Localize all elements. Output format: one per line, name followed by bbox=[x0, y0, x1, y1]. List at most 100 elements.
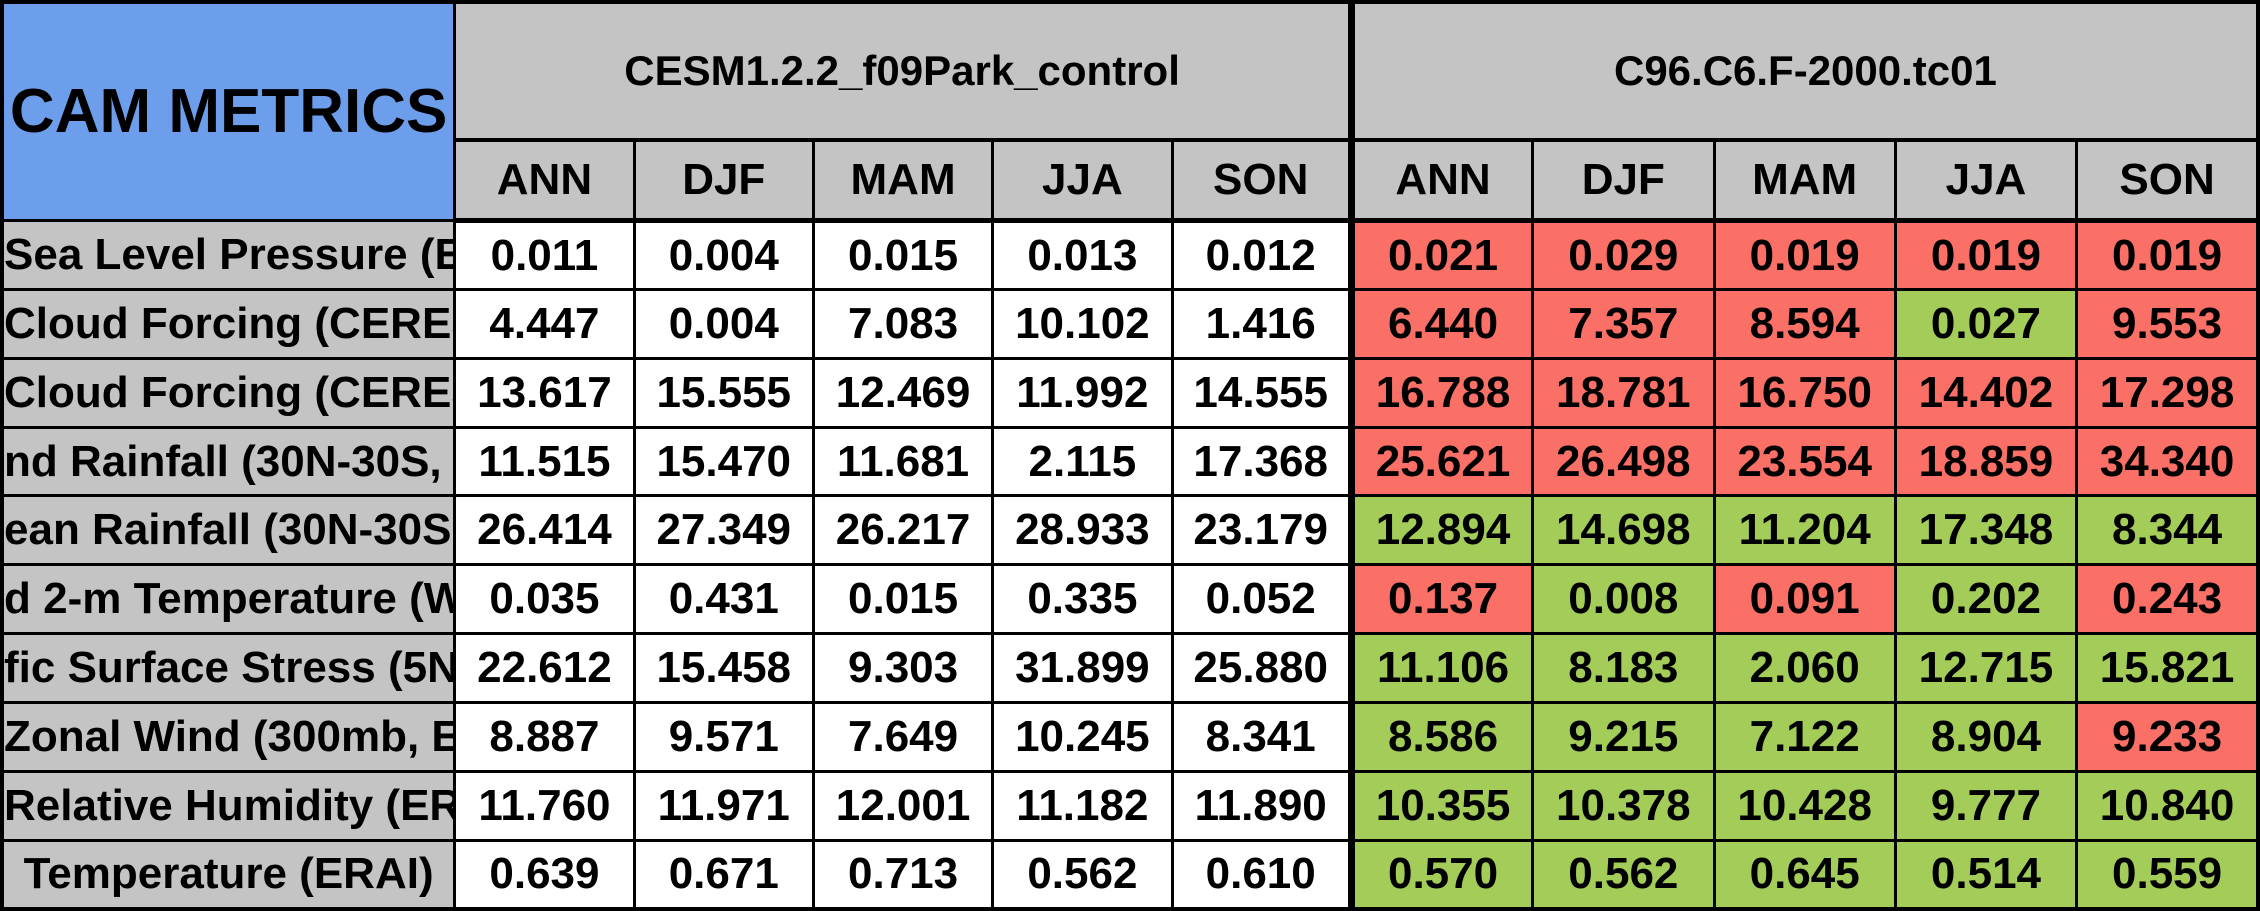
season-header-cell: JJA bbox=[991, 138, 1174, 224]
test-value-cell: 8.586 bbox=[1347, 700, 1535, 773]
control-value-cell: 25.880 bbox=[1170, 632, 1353, 704]
metric-row-label: Zonal Wind (300mb, ERAI) bbox=[0, 700, 457, 773]
test-value-cell: 17.298 bbox=[2075, 356, 2260, 429]
metric-row: d 2-m Temperature (Willm0.0350.4310.0150… bbox=[0, 563, 2260, 636]
control-value-cell: 2.115 bbox=[991, 425, 1174, 498]
metric-row: Temperature (ERAI) 0.639 0.671 0.713 0.562 0.… bbox=[0, 838, 2260, 911]
season-header-cell: MAM bbox=[811, 138, 995, 224]
metric-row-label-text: d 2-m Temperature (Willm bbox=[4, 574, 452, 624]
control-value-cell: 0.004 bbox=[632, 287, 815, 360]
metric-row-label: Cloud Forcing (CERES-EB bbox=[0, 287, 457, 360]
test-value-cell: 0.137 bbox=[1347, 563, 1535, 636]
control-value-cell: 8.887 bbox=[453, 700, 636, 773]
test-value-cell: 12.894 bbox=[1347, 494, 1535, 567]
control-value-cell: 11.182 bbox=[991, 769, 1174, 842]
control-value-cell: 0.713 bbox=[811, 838, 995, 911]
metric-row-label: d 2-m Temperature (Willm bbox=[0, 563, 457, 636]
control-value-cell: 10.102 bbox=[991, 287, 1174, 360]
season-header-row: ANN DJF MAM JJA SON ANN DJF MAM JJA SON bbox=[2, 138, 2260, 224]
metric-row: fic Surface Stress (5N-5S,22.61215.4589.… bbox=[0, 632, 2260, 704]
control-value-cell: 4.447 bbox=[453, 287, 636, 360]
test-value-cell: 17.348 bbox=[1893, 494, 2079, 567]
control-value-cell: 11.971 bbox=[632, 769, 815, 842]
control-value-cell: 15.458 bbox=[632, 632, 815, 704]
control-value-cell: 0.015 bbox=[811, 219, 995, 291]
model-header-row: CAM METRICS CESM1.2.2_f09Park_control C9… bbox=[0, 0, 2260, 223]
test-value-cell: 11.204 bbox=[1712, 494, 1897, 567]
test-value-cell: 0.514 bbox=[1893, 838, 2079, 911]
metric-row: Relative Humidity (ERAI)11.76011.97112.0… bbox=[0, 769, 2260, 842]
test-value-cell: 18.781 bbox=[1531, 356, 1716, 429]
test-value-cell: 14.402 bbox=[1893, 356, 2079, 429]
test-value-cell: 0.645 bbox=[1712, 838, 1897, 911]
control-value-cell: 11.992 bbox=[991, 356, 1174, 429]
test-value-cell: 25.621 bbox=[1347, 425, 1535, 498]
test-value-cell: 8.183 bbox=[1531, 632, 1716, 704]
test-value-cell: 0.202 bbox=[1893, 563, 2079, 636]
test-value-cell: 8.594 bbox=[1712, 287, 1897, 360]
metric-row-label: nd Rainfall (30N-30S, GPC bbox=[0, 425, 457, 498]
metric-row-label: Temperature (ERAI) bbox=[0, 838, 457, 911]
metric-row-label: Cloud Forcing (CERES-EB bbox=[0, 356, 457, 429]
test-value-cell: 10.378 bbox=[1531, 769, 1716, 842]
test-value-cell: 0.027 bbox=[1893, 287, 2079, 360]
control-value-cell: 0.052 bbox=[1170, 563, 1353, 636]
metric-row-label: ean Rainfall (30N-30S, GP bbox=[0, 494, 457, 567]
control-value-cell: 11.515 bbox=[453, 425, 636, 498]
control-value-cell: 0.004 bbox=[632, 219, 815, 291]
test-value-cell: 11.106 bbox=[1347, 632, 1535, 704]
test-value-cell: 7.122 bbox=[1712, 700, 1897, 773]
control-value-cell: 11.681 bbox=[811, 425, 995, 498]
season-header-cell: DJF bbox=[632, 138, 815, 224]
metric-row: Sea Level Pressure (ERAI)0.0110.0040.015… bbox=[0, 219, 2260, 291]
control-value-cell: 9.571 bbox=[632, 700, 815, 773]
control-value-cell: 13.617 bbox=[453, 356, 636, 429]
season-header-cell: SON bbox=[1170, 138, 1353, 224]
control-value-cell: 0.015 bbox=[811, 563, 995, 636]
test-value-cell: 12.715 bbox=[1893, 632, 2079, 704]
control-value-cell: 15.470 bbox=[632, 425, 815, 498]
test-value-cell: 16.750 bbox=[1712, 356, 1897, 429]
metric-row-label-text: Temperature (ERAI) bbox=[23, 849, 434, 899]
metric-row-label: Sea Level Pressure (ERAI) bbox=[0, 219, 457, 291]
test-value-cell: 15.821 bbox=[2075, 632, 2260, 704]
test-value-cell: 9.215 bbox=[1531, 700, 1716, 773]
control-value-cell: 8.341 bbox=[1170, 700, 1353, 773]
control-value-cell: 11.760 bbox=[453, 769, 636, 842]
test-value-cell: 7.357 bbox=[1531, 287, 1716, 360]
control-value-cell: 15.555 bbox=[632, 356, 815, 429]
model-header-test: C96.C6.F-2000.tc01 bbox=[1347, 0, 2260, 142]
control-value-cell: 0.671 bbox=[632, 838, 815, 911]
control-value-cell: 0.011 bbox=[453, 219, 636, 291]
control-value-cell: 9.303 bbox=[811, 632, 995, 704]
metric-row-label-text: Cloud Forcing (CERES-EB bbox=[4, 298, 452, 348]
metric-row-label: Relative Humidity (ERAI) bbox=[0, 769, 457, 842]
season-header-cell: ANN bbox=[453, 138, 636, 224]
test-value-cell: 9.553 bbox=[2075, 287, 2260, 360]
test-value-cell: 0.019 bbox=[1712, 219, 1897, 291]
control-value-cell: 27.349 bbox=[632, 494, 815, 567]
metric-row: nd Rainfall (30N-30S, GPC11.51515.47011.… bbox=[0, 425, 2260, 498]
control-value-cell: 0.610 bbox=[1170, 838, 1353, 911]
metric-row-label: fic Surface Stress (5N-5S, bbox=[0, 632, 457, 704]
control-value-cell: 22.612 bbox=[453, 632, 636, 704]
control-value-cell: 0.562 bbox=[991, 838, 1174, 911]
season-header-cell: MAM bbox=[1712, 138, 1897, 224]
control-value-cell: 12.001 bbox=[811, 769, 995, 842]
test-value-cell: 2.060 bbox=[1712, 632, 1897, 704]
metric-row-label-text: nd Rainfall (30N-30S, GPC bbox=[4, 436, 452, 486]
test-value-cell: 10.428 bbox=[1712, 769, 1897, 842]
test-value-cell: 0.559 bbox=[2075, 838, 2260, 911]
control-value-cell: 0.012 bbox=[1170, 219, 1353, 291]
test-value-cell: 10.840 bbox=[2075, 769, 2260, 842]
season-header-cell: JJA bbox=[1893, 138, 2079, 224]
control-value-cell: 12.469 bbox=[811, 356, 995, 429]
control-value-cell: 28.933 bbox=[991, 494, 1174, 567]
corner-title-cell: CAM METRICS bbox=[0, 0, 457, 223]
test-value-cell: 10.355 bbox=[1347, 769, 1535, 842]
season-header-cell: DJF bbox=[1531, 138, 1716, 224]
control-value-cell: 0.013 bbox=[991, 219, 1174, 291]
control-value-cell: 14.555 bbox=[1170, 356, 1353, 429]
test-value-cell: 18.859 bbox=[1893, 425, 2079, 498]
